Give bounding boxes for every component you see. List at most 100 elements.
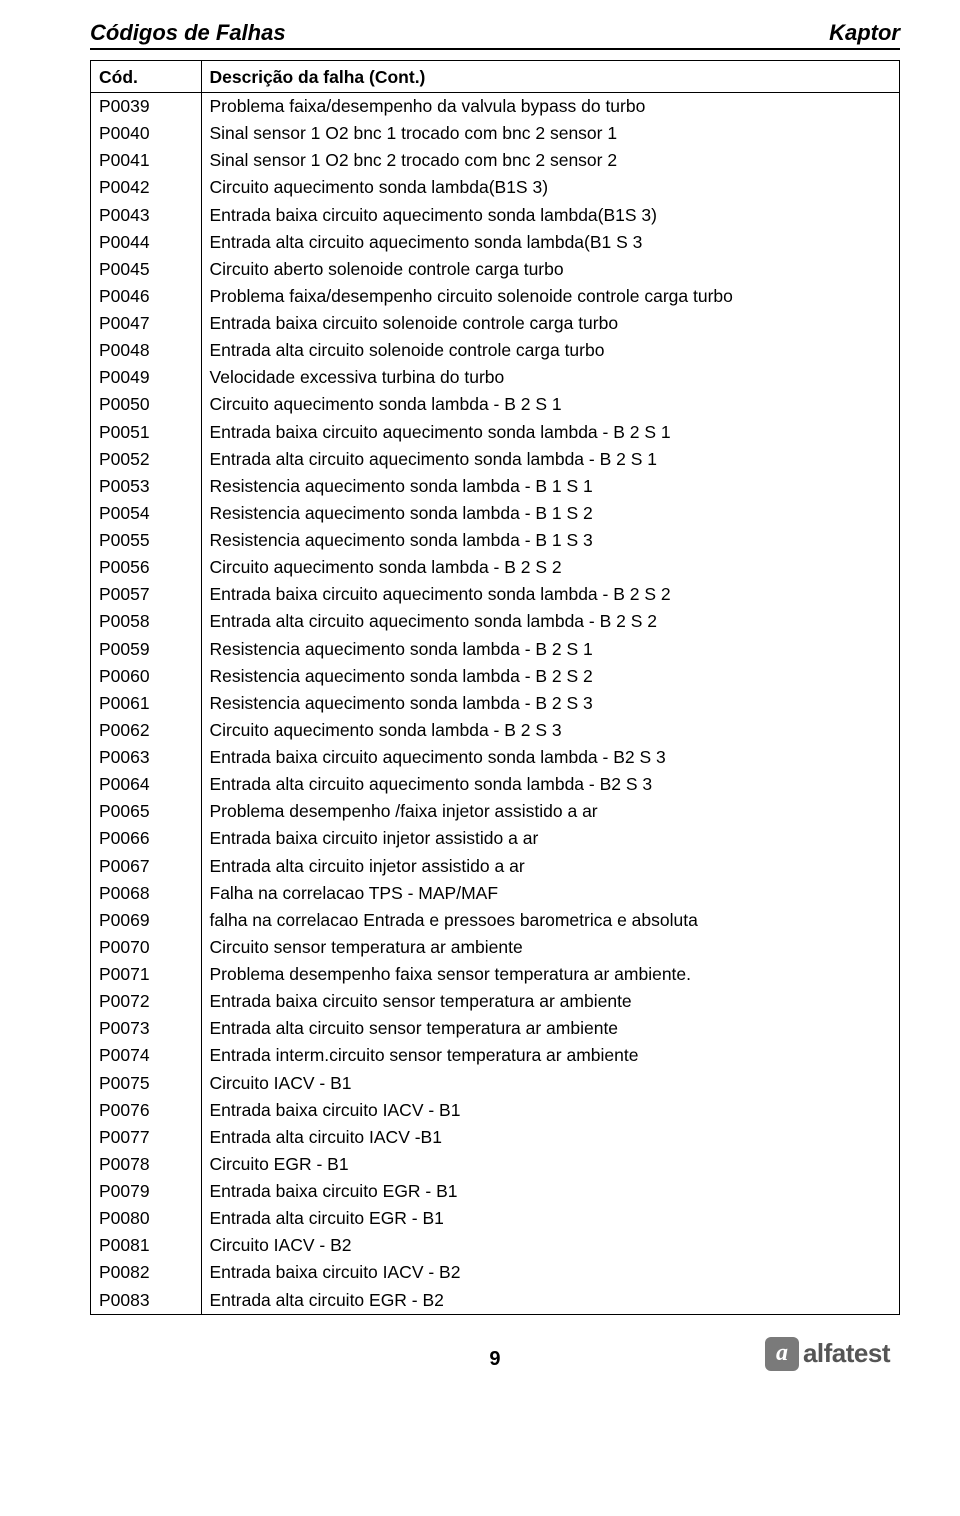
cell-code: P0078 xyxy=(91,1151,201,1178)
table-row: P0073Entrada alta circuito sensor temper… xyxy=(91,1015,899,1042)
cell-desc: Entrada baixa circuito solenoide control… xyxy=(201,310,899,337)
table-row: P0077Entrada alta circuito IACV -B1 xyxy=(91,1124,899,1151)
table-row: P0081Circuito IACV - B2 xyxy=(91,1232,899,1259)
cell-code: P0058 xyxy=(91,608,201,635)
cell-desc: Entrada alta circuito aquecimento sonda … xyxy=(201,229,899,256)
table-row: P0045Circuito aberto solenoide controle … xyxy=(91,256,899,283)
cell-code: P0068 xyxy=(91,880,201,907)
cell-code: P0063 xyxy=(91,744,201,771)
cell-desc: Entrada alta circuito injetor assistido … xyxy=(201,853,899,880)
cell-code: P0049 xyxy=(91,364,201,391)
logo-icon: a xyxy=(765,1337,799,1371)
cell-desc: Resistencia aquecimento sonda lambda - B… xyxy=(201,527,899,554)
cell-desc: Resistencia aquecimento sonda lambda - B… xyxy=(201,473,899,500)
cell-code: P0051 xyxy=(91,419,201,446)
table-row: P0041Sinal sensor 1 O2 bnc 2 trocado com… xyxy=(91,147,899,174)
cell-desc: Entrada alta circuito EGR - B2 xyxy=(201,1287,899,1314)
cell-desc: Circuito aquecimento sonda lambda(B1S 3) xyxy=(201,174,899,201)
table-row: P0050Circuito aquecimento sonda lambda -… xyxy=(91,391,899,418)
cell-desc: Problema faixa/desempenho da valvula byp… xyxy=(201,93,899,121)
cell-code: P0059 xyxy=(91,636,201,663)
table-row: P0071Problema desempenho faixa sensor te… xyxy=(91,961,899,988)
cell-desc: Velocidade excessiva turbina do turbo xyxy=(201,364,899,391)
cell-code: P0065 xyxy=(91,798,201,825)
cell-desc: Entrada alta circuito solenoide controle… xyxy=(201,337,899,364)
cell-code: P0050 xyxy=(91,391,201,418)
cell-code: P0052 xyxy=(91,446,201,473)
cell-desc: Entrada alta circuito IACV -B1 xyxy=(201,1124,899,1151)
table-row: P0072Entrada baixa circuito sensor tempe… xyxy=(91,988,899,1015)
cell-desc: Circuito aberto solenoide controle carga… xyxy=(201,256,899,283)
table-row: P0053Resistencia aquecimento sonda lambd… xyxy=(91,473,899,500)
cell-desc: Entrada baixa circuito IACV - B1 xyxy=(201,1097,899,1124)
fault-codes-table-wrap: Cód. Descrição da falha (Cont.) P0039Pro… xyxy=(90,60,900,1315)
table-row: P0080Entrada alta circuito EGR - B1 xyxy=(91,1205,899,1232)
logo-text: alfatest xyxy=(803,1338,890,1369)
cell-code: P0055 xyxy=(91,527,201,554)
table-row: P0066Entrada baixa circuito injetor assi… xyxy=(91,825,899,852)
cell-desc: Entrada alta circuito aquecimento sonda … xyxy=(201,771,899,798)
table-row: P0048Entrada alta circuito solenoide con… xyxy=(91,337,899,364)
cell-desc: Entrada baixa circuito aquecimento sonda… xyxy=(201,744,899,771)
cell-code: P0079 xyxy=(91,1178,201,1205)
col-header-desc: Descrição da falha (Cont.) xyxy=(201,61,899,93)
page-header: Códigos de Falhas Kaptor xyxy=(90,20,900,50)
cell-code: P0064 xyxy=(91,771,201,798)
cell-desc: Circuito IACV - B1 xyxy=(201,1070,899,1097)
table-row: P0079Entrada baixa circuito EGR - B1 xyxy=(91,1178,899,1205)
cell-code: P0061 xyxy=(91,690,201,717)
cell-code: P0073 xyxy=(91,1015,201,1042)
cell-code: P0077 xyxy=(91,1124,201,1151)
cell-desc: Falha na correlacao TPS - MAP/MAF xyxy=(201,880,899,907)
table-row: P0068Falha na correlacao TPS - MAP/MAF xyxy=(91,880,899,907)
table-row: P0075Circuito IACV - B1 xyxy=(91,1070,899,1097)
cell-code: P0075 xyxy=(91,1070,201,1097)
cell-code: P0056 xyxy=(91,554,201,581)
cell-code: P0071 xyxy=(91,961,201,988)
table-row: P0047Entrada baixa circuito solenoide co… xyxy=(91,310,899,337)
table-row: P0059Resistencia aquecimento sonda lambd… xyxy=(91,636,899,663)
table-row: P0040Sinal sensor 1 O2 bnc 1 trocado com… xyxy=(91,120,899,147)
table-row: P0060Resistencia aquecimento sonda lambd… xyxy=(91,663,899,690)
header-title-left: Códigos de Falhas xyxy=(90,20,286,46)
cell-desc: Entrada alta circuito aquecimento sonda … xyxy=(201,608,899,635)
cell-code: P0081 xyxy=(91,1232,201,1259)
cell-desc: Circuito EGR - B1 xyxy=(201,1151,899,1178)
table-row: P0064Entrada alta circuito aquecimento s… xyxy=(91,771,899,798)
cell-desc: falha na correlacao Entrada e pressoes b… xyxy=(201,907,899,934)
table-row: P0069falha na correlacao Entrada e press… xyxy=(91,907,899,934)
cell-code: P0043 xyxy=(91,202,201,229)
table-row: P0049Velocidade excessiva turbina do tur… xyxy=(91,364,899,391)
cell-desc: Resistencia aquecimento sonda lambda - B… xyxy=(201,636,899,663)
cell-code: P0044 xyxy=(91,229,201,256)
cell-code: P0041 xyxy=(91,147,201,174)
table-row: P0070Circuito sensor temperatura ar ambi… xyxy=(91,934,899,961)
table-row: P0057Entrada baixa circuito aquecimento … xyxy=(91,581,899,608)
table-row: P0078Circuito EGR - B1 xyxy=(91,1151,899,1178)
cell-code: P0080 xyxy=(91,1205,201,1232)
cell-desc: Entrada baixa circuito sensor temperatur… xyxy=(201,988,899,1015)
page-number: 9 xyxy=(363,1348,626,1371)
table-row: P0051Entrada baixa circuito aquecimento … xyxy=(91,419,899,446)
cell-desc: Circuito sensor temperatura ar ambiente xyxy=(201,934,899,961)
cell-code: P0047 xyxy=(91,310,201,337)
cell-desc: Entrada baixa circuito aquecimento sonda… xyxy=(201,581,899,608)
cell-code: P0072 xyxy=(91,988,201,1015)
cell-code: P0045 xyxy=(91,256,201,283)
fault-codes-table: Cód. Descrição da falha (Cont.) P0039Pro… xyxy=(91,61,899,1314)
cell-desc: Circuito IACV - B2 xyxy=(201,1232,899,1259)
cell-desc: Problema desempenho faixa sensor tempera… xyxy=(201,961,899,988)
cell-code: P0039 xyxy=(91,93,201,121)
cell-desc: Circuito aquecimento sonda lambda - B 2 … xyxy=(201,554,899,581)
table-row: P0076Entrada baixa circuito IACV - B1 xyxy=(91,1097,899,1124)
col-header-code: Cód. xyxy=(91,61,201,93)
cell-code: P0040 xyxy=(91,120,201,147)
table-row: P0074Entrada interm.circuito sensor temp… xyxy=(91,1042,899,1069)
cell-desc: Entrada baixa circuito aquecimento sonda… xyxy=(201,202,899,229)
cell-desc: Sinal sensor 1 O2 bnc 1 trocado com bnc … xyxy=(201,120,899,147)
cell-code: P0074 xyxy=(91,1042,201,1069)
cell-code: P0082 xyxy=(91,1259,201,1286)
table-row: P0054Resistencia aquecimento sonda lambd… xyxy=(91,500,899,527)
table-row: P0039Problema faixa/desempenho da valvul… xyxy=(91,93,899,121)
table-header-row: Cód. Descrição da falha (Cont.) xyxy=(91,61,899,93)
